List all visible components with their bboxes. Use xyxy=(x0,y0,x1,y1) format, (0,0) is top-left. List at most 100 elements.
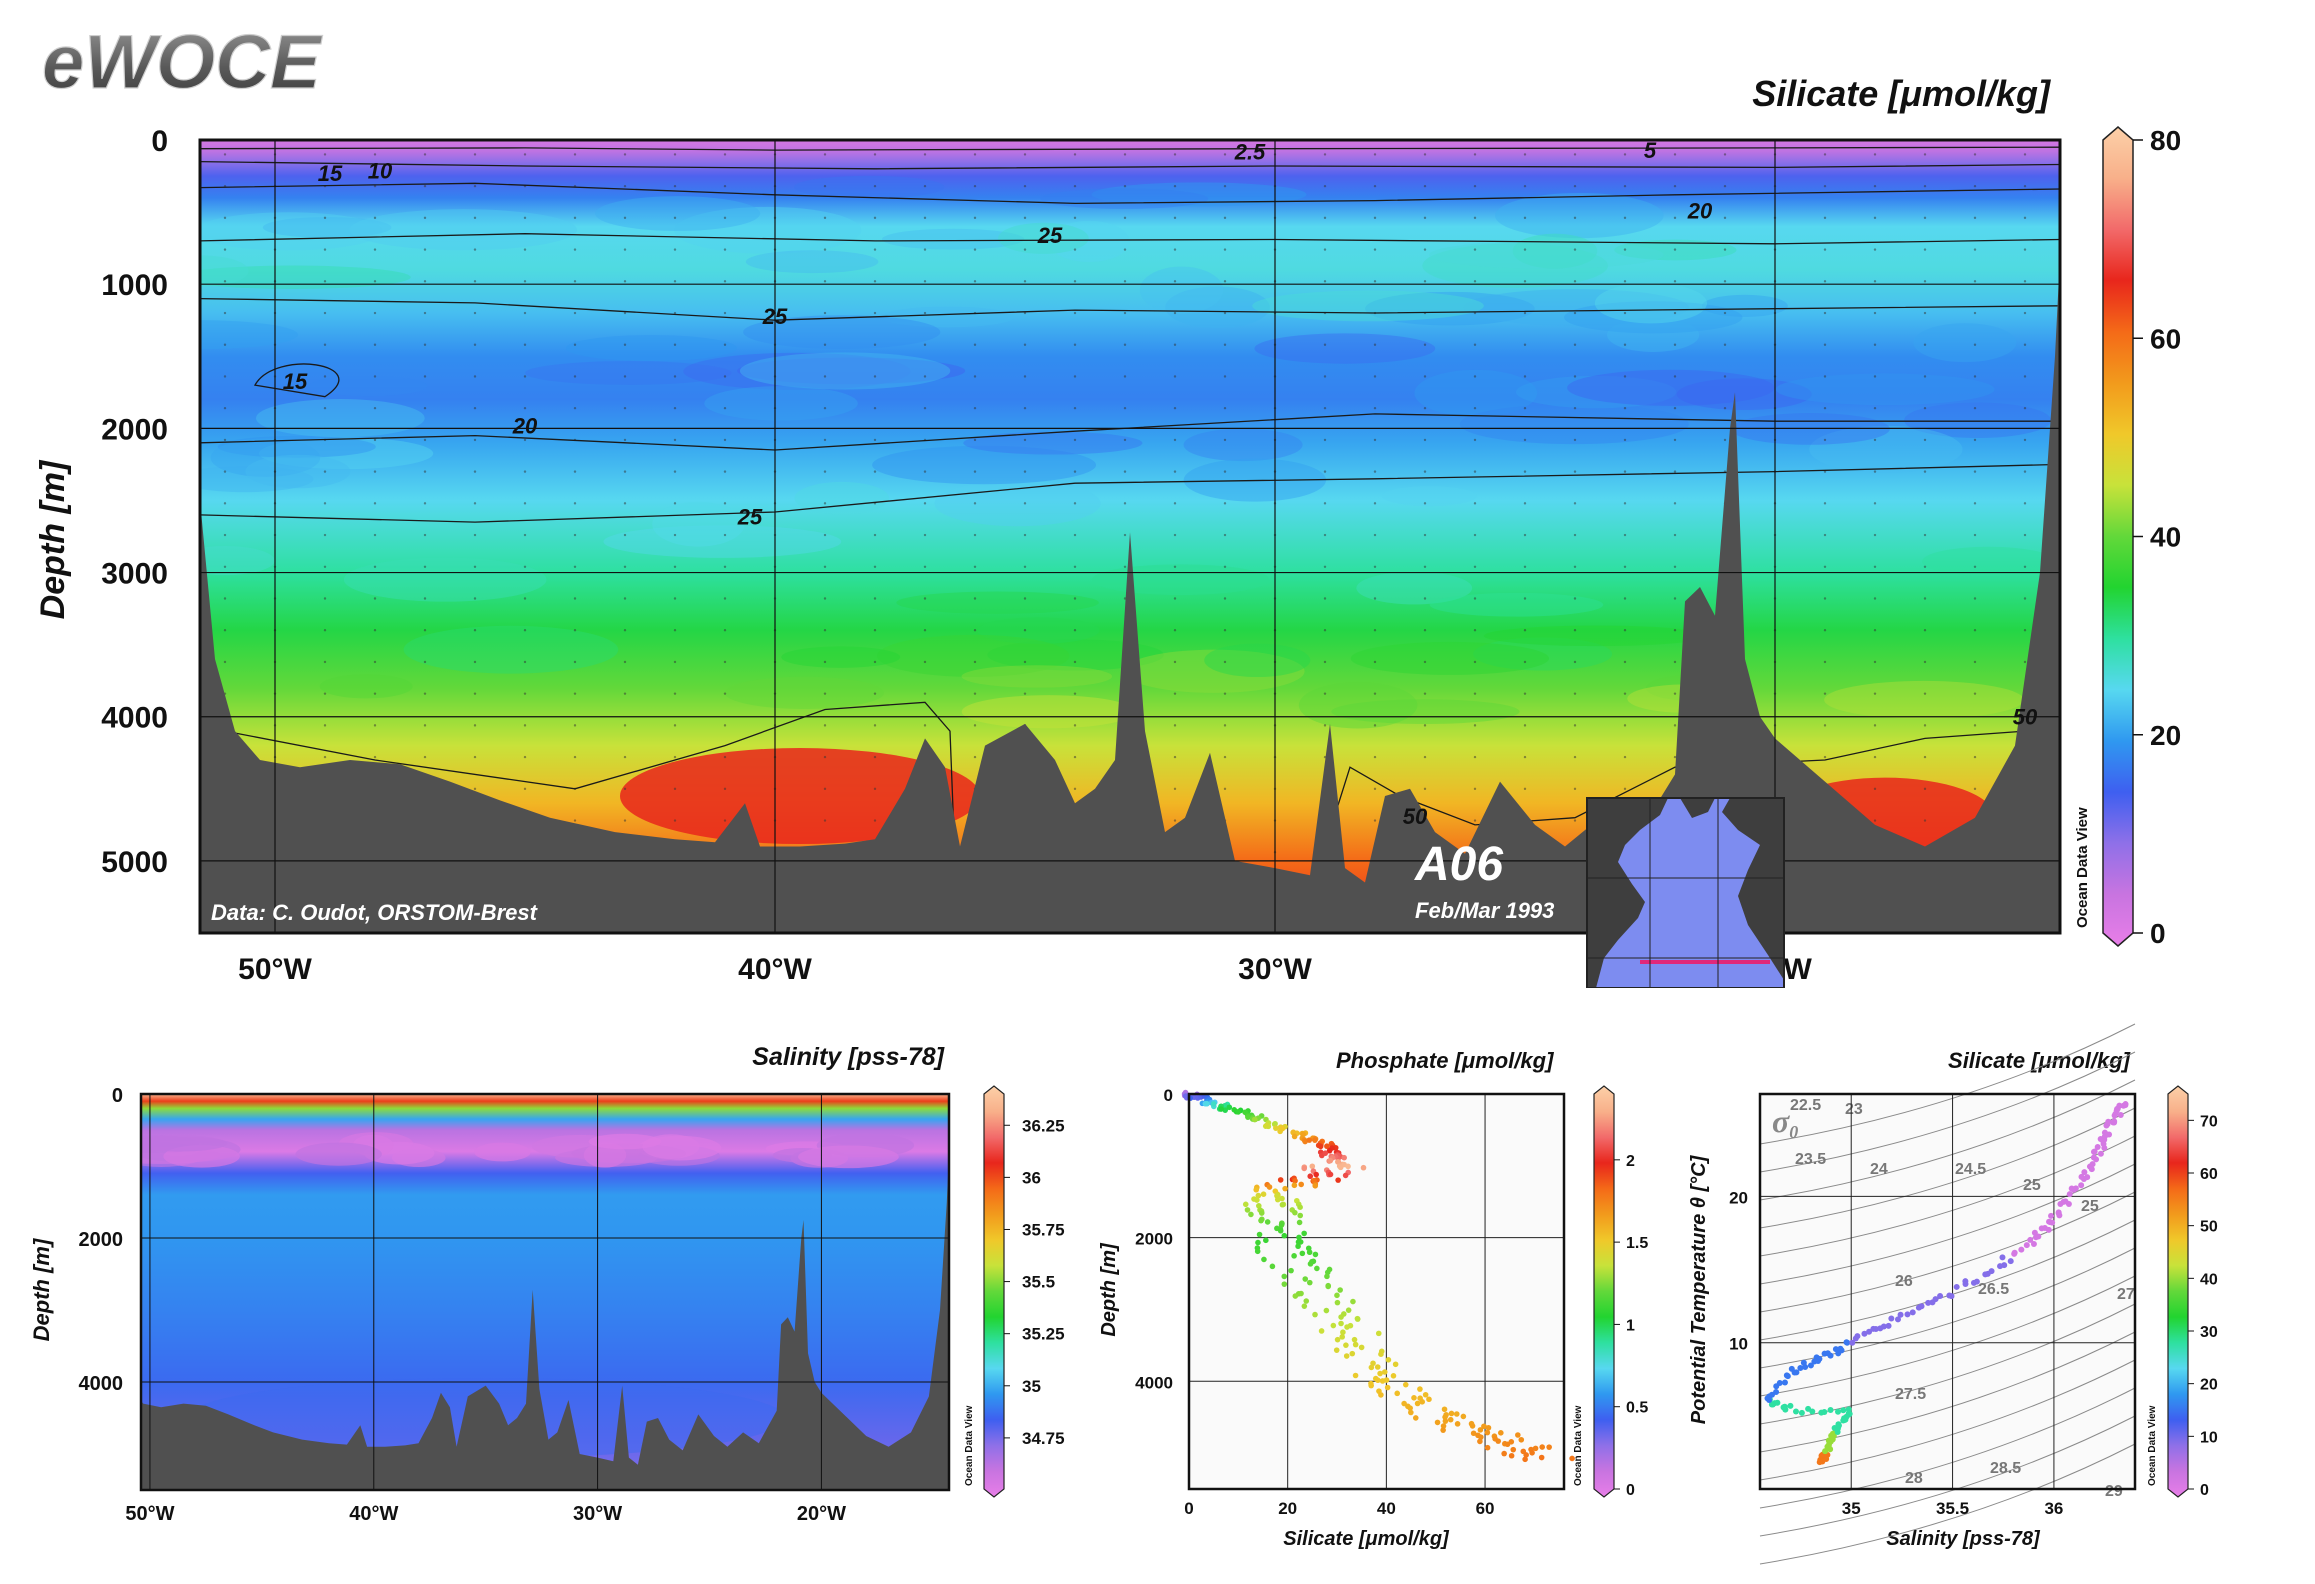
sample-dot xyxy=(423,153,427,156)
contour-label: 20 xyxy=(512,413,538,438)
x-tick-label: 20°W xyxy=(797,1503,846,1525)
field-blob xyxy=(1165,286,1270,329)
sample-dot xyxy=(823,343,827,346)
isopycnal-label: 25 xyxy=(2081,1198,2099,1215)
sample-dot xyxy=(1323,153,1327,156)
salinity-chart-title: Salinity [pss-78] xyxy=(752,1043,945,1071)
sample-dot xyxy=(373,502,377,505)
y-tick-label: 4000 xyxy=(101,702,168,735)
sample-dot xyxy=(923,406,927,410)
sample-dot xyxy=(1173,597,1177,600)
isopycnal-label: 26.5 xyxy=(1978,1281,2009,1298)
sample-dot xyxy=(723,184,727,188)
sample-dot xyxy=(473,184,477,188)
sample-dot xyxy=(923,343,927,346)
main-x-ticks: 50°W40°W30°W20°W xyxy=(238,953,1812,986)
scatter-point xyxy=(1254,1248,1261,1255)
sample-dot xyxy=(723,787,727,791)
sample-dot xyxy=(1873,533,1877,537)
scatter-point xyxy=(1377,1370,1383,1377)
sample-dot xyxy=(1123,565,1127,568)
scatter-point xyxy=(1792,1408,1799,1415)
sample-dot xyxy=(1173,660,1177,664)
scatter-point xyxy=(1343,1353,1350,1359)
scatter-point xyxy=(1301,1303,1308,1309)
sample-dot xyxy=(1173,248,1177,251)
sample-dot xyxy=(1523,311,1527,315)
colorbar-tick-label: 40 xyxy=(2150,522,2181,553)
sample-dot xyxy=(1973,311,1977,315)
field-blob xyxy=(781,646,901,668)
sample-dot xyxy=(1873,153,1877,156)
sample-dot xyxy=(1723,311,1727,315)
sample-dot xyxy=(673,692,677,695)
sample-dot xyxy=(1473,280,1477,283)
colorbar-tick-label: 34.75 xyxy=(1022,1429,1065,1448)
sample-dot xyxy=(823,216,827,220)
sample-dot xyxy=(423,755,427,759)
scatter-point xyxy=(1210,1101,1217,1107)
sample-dot xyxy=(1223,533,1227,537)
scatter-point xyxy=(1569,1455,1575,1462)
sample-dot xyxy=(1973,343,1977,346)
sample-dot xyxy=(1323,280,1327,283)
sample-dot xyxy=(1573,502,1577,505)
sample-dot xyxy=(2023,438,2027,442)
field-blob xyxy=(343,557,547,602)
scatter-point xyxy=(1375,1377,1381,1384)
sample-dot xyxy=(673,470,677,473)
sample-dot xyxy=(523,438,527,442)
sample-dot xyxy=(1073,280,1077,283)
sample-dot xyxy=(1373,184,1377,188)
main-chart-title: Silicate [μmol/kg] xyxy=(1752,73,2051,114)
scatter-point xyxy=(1835,1422,1842,1429)
salinity-x-ticks: 50°W 40°W 30°W 20°W xyxy=(125,1503,846,1525)
sample-dot xyxy=(1173,216,1177,220)
logo: eWOCE xyxy=(42,20,323,105)
sample-dot xyxy=(1823,311,1827,315)
sample-dot xyxy=(1223,216,1227,220)
scatter-point xyxy=(1787,1402,1794,1409)
sample-dot xyxy=(1423,438,1427,442)
scatter-point xyxy=(2027,1236,2034,1243)
colorbar-tick-label: 20 xyxy=(2150,720,2181,751)
sample-dot xyxy=(1673,755,1677,759)
sample-dot xyxy=(1923,406,1927,410)
sample-dot xyxy=(1623,692,1627,695)
sample-dot xyxy=(1173,533,1177,537)
isopycnal-label: 23.5 xyxy=(1795,1151,1826,1168)
sample-dot xyxy=(1573,819,1577,822)
scatter-point xyxy=(1323,1307,1330,1314)
sample-dot xyxy=(1023,184,1027,188)
sample-dot xyxy=(1973,565,1977,568)
scatter-point xyxy=(1324,1143,1330,1150)
scatter-point xyxy=(2081,1169,2088,1176)
sample-dot xyxy=(1923,660,1927,664)
field-blob xyxy=(1048,220,1130,263)
sample-dot xyxy=(1573,629,1577,632)
scatter-point xyxy=(1306,1249,1313,1256)
sample-dot xyxy=(323,533,327,537)
contour-label: 25 xyxy=(1037,223,1063,248)
sample-dot xyxy=(973,375,977,378)
sample-dot xyxy=(1523,755,1527,759)
x-tick-label: 40°W xyxy=(738,953,812,986)
sample-dot xyxy=(1673,343,1677,346)
contour-line xyxy=(200,233,2060,245)
sample-dot xyxy=(373,692,377,695)
sample-dot xyxy=(1423,153,1427,156)
sample-dot xyxy=(1823,343,1827,346)
scatter-point xyxy=(1783,1372,1790,1379)
scatter-point xyxy=(1484,1444,1491,1451)
sample-dot xyxy=(1223,280,1227,283)
sample-dot xyxy=(1873,280,1877,283)
sample-dot xyxy=(873,787,877,791)
sample-dot xyxy=(2023,343,2027,346)
scatter-point xyxy=(2089,1161,2096,1168)
sample-dot xyxy=(573,597,577,600)
sample-dot xyxy=(1023,470,1027,473)
y-tick-label: 0 xyxy=(151,125,168,158)
field-blob xyxy=(1473,637,1613,671)
sample-dot xyxy=(1923,438,1927,442)
sample-dot xyxy=(1623,565,1627,568)
